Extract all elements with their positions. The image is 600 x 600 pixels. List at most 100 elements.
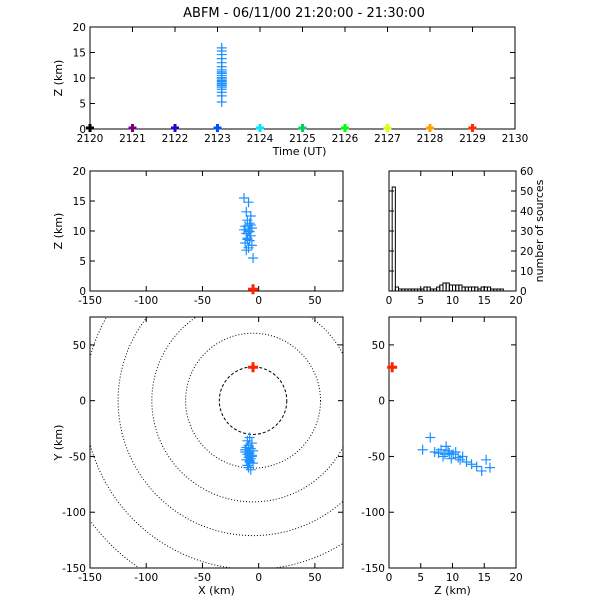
source-point	[471, 461, 482, 472]
y-tick-label: 50	[520, 186, 533, 198]
source-point	[243, 462, 254, 473]
range-ring	[218, 366, 288, 435]
time-marker-point	[213, 124, 222, 132]
station-marker	[248, 362, 259, 373]
x-tick-label: 0	[386, 572, 393, 584]
source-point	[244, 455, 255, 466]
y-axis-label: Y (km)	[52, 425, 65, 462]
time-marker-point	[426, 124, 434, 132]
x-tick-label: 0	[255, 295, 262, 307]
x-tick-label: 2130	[502, 133, 529, 145]
x-tick-label: 2121	[119, 133, 146, 145]
time-marker-point	[128, 124, 137, 132]
source-point	[437, 451, 448, 462]
source-point	[240, 444, 251, 455]
y-tick-label: 5	[79, 256, 86, 268]
x-tick-label: 0	[255, 572, 262, 584]
plot-frame	[388, 170, 517, 292]
y-tick-label: -50	[368, 451, 385, 463]
x-tick-label: -50	[194, 572, 211, 584]
y-axis-label: Z (km)	[52, 213, 65, 250]
y-tick-label: 0	[378, 396, 385, 408]
x-tick-label: 10	[446, 295, 459, 307]
plot-frame	[89, 170, 344, 292]
source-point	[243, 242, 254, 253]
source-point	[245, 464, 256, 475]
y-tick-label: 0	[79, 286, 86, 298]
x-tick-label: 10	[446, 572, 459, 584]
source-point	[241, 206, 252, 217]
source-point	[245, 220, 256, 230]
source-point	[443, 445, 454, 456]
y-tick-label: 10	[73, 226, 86, 238]
source-point	[484, 462, 495, 473]
x-tick-label: 2128	[417, 133, 444, 145]
x-tick-label: -100	[134, 572, 158, 584]
x-axis-label: Z (km)	[434, 584, 471, 597]
source-point	[243, 197, 254, 208]
x-tick-label: 0	[386, 295, 393, 307]
histogram-bar	[391, 186, 396, 292]
x-axis-label: X (km)	[198, 584, 235, 597]
time-height-panel: 2120 2121 2122 2123 2124 2125 2126 2127 2128 2129…	[52, 22, 528, 158]
time-marker-point	[298, 124, 307, 132]
source-point	[242, 234, 253, 245]
x-axis-label: Time (UT)	[272, 145, 327, 158]
y-tick-label: 15	[73, 196, 86, 208]
source-point	[457, 451, 468, 462]
station-marker	[248, 284, 259, 295]
x-tick-label: 20	[509, 572, 522, 584]
source-point	[425, 432, 436, 443]
x-tick-label: 2127	[374, 133, 401, 145]
x-tick-label: 20	[509, 295, 522, 307]
source-point	[241, 442, 252, 453]
y-tick-label: -100	[361, 507, 385, 519]
plot-frame	[89, 26, 516, 130]
time-marker-point	[341, 124, 349, 132]
source-point	[461, 457, 472, 468]
x-tick-label: 2129	[459, 133, 486, 145]
x-tick-label: -50	[194, 295, 211, 307]
station-marker	[387, 362, 398, 373]
x-tick-label: 5	[417, 295, 424, 307]
y-tick-label: -150	[62, 563, 86, 575]
x-tick-label: -150	[78, 295, 102, 307]
y-tick-label: 0	[79, 124, 86, 136]
source-point	[453, 452, 464, 463]
source-point	[241, 245, 252, 256]
y-tick-label: 20	[73, 166, 86, 178]
time-marker-point	[86, 124, 94, 132]
y-tick-label: 5	[79, 99, 86, 111]
source-point	[239, 193, 250, 203]
time-marker-point	[256, 124, 264, 132]
z-y-panel: 0 5 10 15 20 -150 -100 -50 0 50 Z (km)	[361, 316, 523, 597]
x-tick-label: 2120	[77, 133, 104, 145]
source-point	[417, 444, 428, 455]
x-tick-label: 2123	[204, 133, 231, 145]
x-tick-label: 2122	[162, 133, 189, 145]
x-tick-label: 2125	[289, 133, 316, 145]
y-tick-label: 0	[79, 396, 86, 408]
y-axis-label: number of sources	[533, 179, 546, 282]
time-marker-point	[383, 124, 392, 132]
y-tick-label: 10	[520, 266, 533, 278]
y-tick-label: 30	[520, 226, 533, 238]
source-point	[239, 224, 250, 235]
source-point	[476, 465, 487, 476]
plot-frame	[388, 316, 517, 569]
source-point	[441, 441, 452, 452]
x-tick-label: 2126	[332, 133, 359, 145]
y-tick-label: 15	[73, 48, 86, 60]
source-point	[246, 450, 257, 461]
range-ring	[117, 317, 343, 537]
y-tick-label: 10	[73, 73, 86, 85]
source-point	[245, 443, 256, 454]
y-tick-label: 60	[520, 166, 533, 178]
source-point	[244, 226, 255, 237]
histogram-bar	[499, 288, 504, 292]
y-tick-label: -50	[69, 451, 86, 463]
y-tick-label: 20	[73, 22, 86, 34]
source-point	[242, 435, 253, 446]
